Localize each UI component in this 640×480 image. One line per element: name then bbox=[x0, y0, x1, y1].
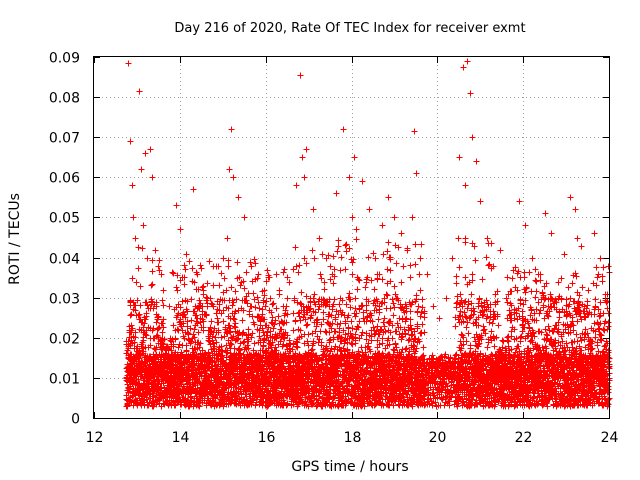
roti-data-point bbox=[135, 244, 142, 251]
roti-data-point bbox=[132, 307, 139, 314]
roti-data-point bbox=[177, 304, 184, 311]
roti-data-point bbox=[128, 311, 135, 318]
y-tick-label: 0 bbox=[71, 412, 80, 428]
x-tick-labels: 12 14 16 18 20 22 24 bbox=[86, 430, 619, 446]
roti-data-point bbox=[161, 336, 168, 343]
roti-data-point bbox=[158, 271, 165, 278]
roti-data-point bbox=[175, 310, 182, 317]
roti-data-point bbox=[174, 272, 181, 279]
y-tick-label: 0.03 bbox=[49, 292, 80, 308]
roti-data-point bbox=[160, 316, 167, 323]
roti-data-point bbox=[160, 324, 167, 331]
roti-data-point bbox=[142, 331, 149, 338]
roti-data-point bbox=[143, 313, 150, 320]
roti-data-point bbox=[172, 402, 179, 409]
roti-data-point bbox=[149, 393, 156, 400]
roti-data-point bbox=[152, 355, 159, 362]
x-tick-label: 20 bbox=[429, 430, 447, 446]
roti-data-point bbox=[137, 283, 144, 290]
roti-data-point bbox=[155, 314, 162, 321]
roti-data-point bbox=[143, 299, 150, 306]
roti-data-point bbox=[169, 269, 176, 276]
roti-data-point bbox=[153, 401, 160, 408]
roti-data-point bbox=[170, 341, 177, 348]
x-tick-label: 22 bbox=[515, 430, 533, 446]
roti-data-point bbox=[180, 320, 187, 327]
roti-data-point bbox=[140, 337, 147, 344]
roti-data-point bbox=[174, 326, 181, 333]
roti-data-point bbox=[124, 400, 131, 407]
roti-data-point bbox=[159, 320, 166, 327]
roti-data-point bbox=[139, 245, 146, 252]
roti-data-point bbox=[137, 302, 144, 309]
roti-data-point bbox=[168, 347, 175, 354]
roti-data-point bbox=[153, 319, 160, 326]
roti-data-point bbox=[159, 329, 166, 336]
roti-data-point bbox=[173, 284, 180, 291]
y-tick-label: 0.07 bbox=[49, 131, 80, 147]
chart-title: Day 216 of 2020, Rate Of TEC Index for r… bbox=[174, 21, 525, 36]
roti-data-point bbox=[132, 334, 139, 341]
y-tick-label: 0.04 bbox=[49, 252, 80, 268]
roti-data-point bbox=[129, 275, 136, 282]
roti-data-point bbox=[127, 312, 134, 319]
roti-data-point bbox=[149, 281, 156, 288]
roti-data-point bbox=[141, 320, 148, 327]
roti-data-point bbox=[144, 255, 151, 262]
roti-data-point bbox=[147, 342, 154, 349]
roti-data-point bbox=[175, 344, 182, 351]
x-tick-label: 14 bbox=[172, 430, 190, 446]
roti-data-point bbox=[181, 274, 188, 281]
roti-data-point bbox=[135, 312, 142, 319]
y-tick-label: 0.08 bbox=[49, 91, 80, 107]
roti-data-point bbox=[129, 393, 136, 400]
roti-data-point bbox=[148, 282, 155, 289]
y-tick-label: 0.02 bbox=[49, 332, 80, 348]
roti-data-point bbox=[165, 352, 172, 359]
roti-data-point bbox=[170, 322, 177, 329]
y-tick-label: 0.01 bbox=[49, 372, 80, 388]
roti-data-point bbox=[155, 325, 162, 332]
roti-data-point bbox=[128, 322, 135, 329]
roti-data-points bbox=[123, 58, 613, 410]
roti-data-point bbox=[143, 332, 150, 339]
roti-data-point bbox=[144, 302, 151, 309]
x-tick-label: 16 bbox=[258, 430, 276, 446]
roti-data-point bbox=[172, 336, 179, 343]
roti-data-point bbox=[148, 298, 155, 305]
roti-data-point bbox=[181, 262, 188, 269]
roti-data-point bbox=[160, 302, 167, 309]
x-tick-label: 24 bbox=[601, 430, 619, 446]
roti-data-point bbox=[133, 279, 140, 286]
y-tick-labels: 0 0.01 0.02 0.03 0.04 0.05 0.06 0.07 0.08 0.09 bbox=[49, 51, 80, 428]
roti-data-point bbox=[129, 325, 136, 332]
roti-data-point bbox=[131, 339, 138, 346]
roti-data-point bbox=[170, 270, 177, 277]
roti-data-point bbox=[159, 297, 166, 304]
roti-data-point bbox=[152, 247, 159, 254]
roti-data-point bbox=[176, 341, 183, 348]
y-tick-label: 0.05 bbox=[49, 211, 80, 227]
roti-data-point bbox=[174, 287, 181, 294]
roti-data-point bbox=[149, 268, 156, 275]
roti-data-point bbox=[156, 257, 163, 264]
roti-data-point bbox=[135, 265, 142, 272]
y-tick-label: 0.09 bbox=[49, 51, 80, 67]
roti-data-point bbox=[142, 316, 149, 323]
x-tick-label: 12 bbox=[86, 430, 104, 446]
roti-data-point bbox=[134, 297, 141, 304]
roti-data-point bbox=[178, 349, 185, 356]
x-tick-label: 18 bbox=[344, 430, 362, 446]
roti-data-point bbox=[156, 267, 163, 274]
roti-data-point bbox=[149, 257, 156, 264]
roti-data-point bbox=[156, 397, 163, 404]
y-tick-label: 0.06 bbox=[49, 171, 80, 187]
